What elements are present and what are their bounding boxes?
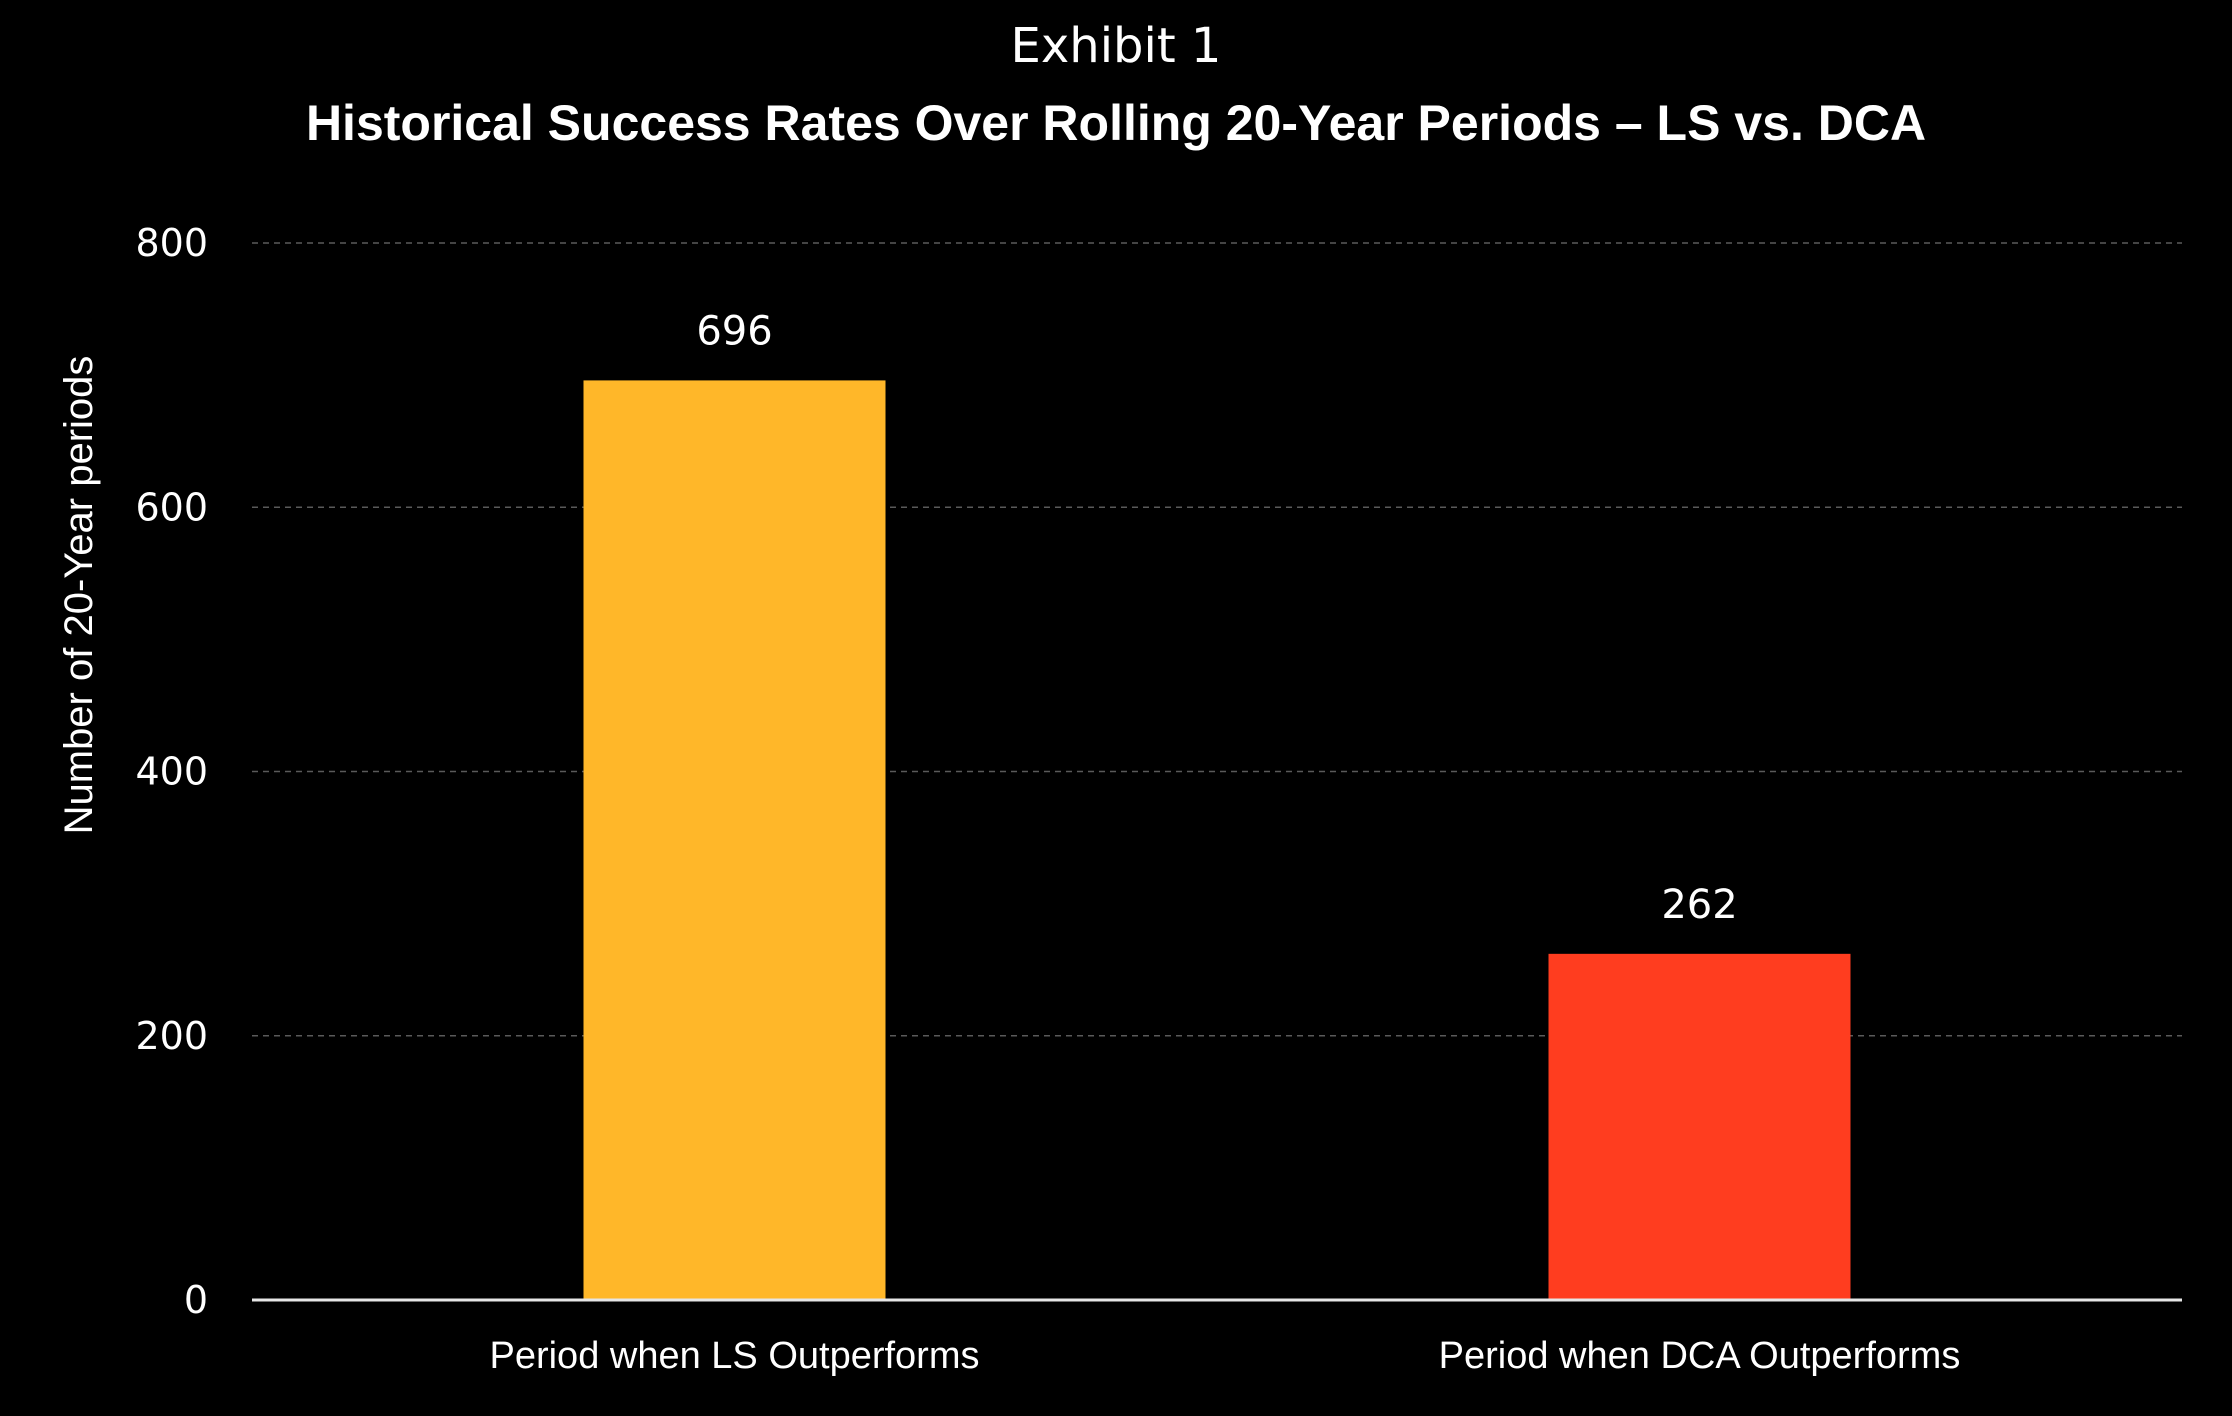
- chart-title: Historical Success Rates Over Rolling 20…: [306, 95, 1926, 151]
- x-axis-categories: Period when LS Outperforms Period when DC…: [489, 1335, 1960, 1377]
- y-tick-label-400: 400: [135, 750, 208, 794]
- y-axis-ticks: 0 200 400 600 800: [135, 221, 208, 1322]
- data-label-1: 696: [696, 308, 772, 354]
- y-tick-label-800: 800: [135, 221, 208, 265]
- bar-1: [583, 380, 886, 1300]
- exhibit-label: Exhibit 1: [1011, 18, 1222, 74]
- y-tick-label-600: 600: [135, 485, 208, 529]
- x-category-label-2: Period when DCA Outperforms: [1439, 1335, 1961, 1377]
- x-category-label-1: Period when LS Outperforms: [489, 1335, 979, 1377]
- y-tick-label-0: 0: [184, 1278, 208, 1322]
- y-tick-label-200: 200: [135, 1014, 208, 1058]
- data-labels: 696 262: [696, 308, 1737, 927]
- y-axis-title: Number of 20-Year periods: [57, 356, 101, 835]
- bar-2: [1548, 953, 1851, 1300]
- data-label-2: 262: [1661, 882, 1737, 928]
- bars: [583, 380, 1851, 1300]
- gridlines: [252, 242, 2182, 1037]
